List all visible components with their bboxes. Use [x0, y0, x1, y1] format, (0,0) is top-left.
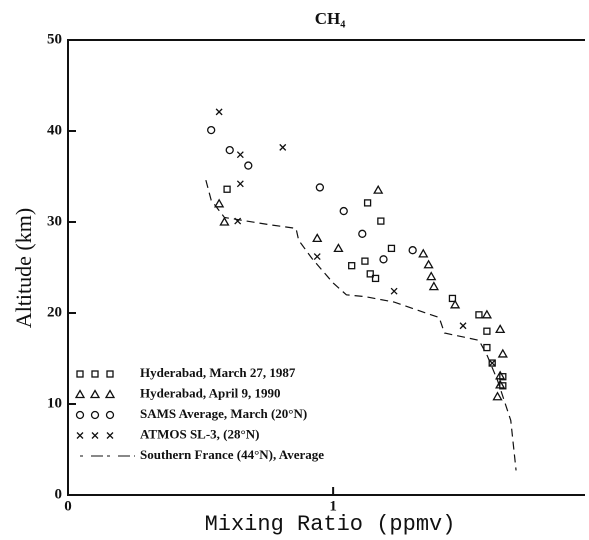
point [373, 184, 384, 194]
y-axis-label: Altitude (km) [11, 208, 36, 328]
point [428, 281, 439, 291]
y-tick-label: 50 [47, 31, 62, 47]
point [363, 199, 372, 207]
point [333, 243, 344, 253]
point [358, 229, 367, 238]
point [214, 198, 225, 208]
point [223, 185, 231, 193]
legend-label: SAMS Average, March (20°N) [140, 406, 307, 421]
point [207, 125, 216, 135]
point [312, 233, 323, 243]
point [219, 216, 230, 226]
y-tick-label: 0 [55, 486, 63, 502]
legend-symbol [91, 432, 99, 439]
point [408, 246, 417, 255]
point [377, 217, 385, 225]
point [215, 108, 223, 116]
y-tick-label: 40 [47, 122, 62, 138]
point [481, 309, 493, 319]
point [390, 287, 398, 295]
legend-symbol [104, 389, 116, 399]
point [315, 183, 325, 192]
point [339, 206, 348, 216]
point [448, 294, 457, 303]
legend-label: ATMOS SL-3, (28°N) [140, 426, 259, 441]
chart-title: CH₄ [315, 9, 346, 28]
point [488, 359, 496, 367]
point [492, 391, 503, 401]
point [488, 359, 496, 367]
point [225, 145, 234, 155]
y-tick-label: 10 [47, 395, 62, 411]
legend-symbol [90, 410, 100, 420]
legend-symbol [105, 410, 115, 420]
legend-symbol [106, 370, 114, 378]
point [418, 248, 429, 258]
point [387, 244, 396, 253]
legend-symbol [75, 410, 85, 420]
legend-symbol [76, 432, 84, 439]
axes [67, 39, 585, 496]
point [423, 259, 434, 269]
x-axis-label: Mixing Ratio (ppmv) [205, 512, 456, 537]
point [495, 379, 506, 389]
legend-label: Hyderabad, April 9, 1990 [140, 385, 281, 400]
point [348, 262, 356, 270]
point [313, 253, 321, 261]
point [483, 343, 491, 352]
line [205, 179, 517, 471]
point [475, 311, 483, 319]
legend-symbol [91, 370, 99, 378]
point [379, 255, 388, 264]
point [449, 299, 461, 309]
point [495, 370, 506, 380]
y-tick-label: 30 [47, 213, 62, 229]
point [279, 143, 287, 151]
point [236, 180, 244, 188]
point [483, 327, 491, 335]
point [244, 161, 253, 170]
y-tick-label: 20 [47, 304, 62, 320]
legend-label: Southern France (44°N), Average [140, 447, 324, 462]
legend-symbol [76, 370, 84, 378]
x-tick-label: 1 [329, 498, 337, 514]
legend-label: Hyderabad, March 27, 1987 [140, 365, 296, 380]
legend-symbol [74, 389, 86, 399]
legend-symbol [106, 432, 114, 439]
point [361, 257, 369, 265]
point [366, 270, 374, 278]
point [426, 271, 437, 281]
x-tick-label: 0 [64, 498, 72, 514]
point [495, 324, 506, 334]
point [236, 151, 244, 159]
legend-symbol [89, 389, 101, 399]
point [459, 322, 467, 330]
point [499, 373, 507, 381]
point [497, 348, 508, 358]
point [371, 274, 380, 283]
